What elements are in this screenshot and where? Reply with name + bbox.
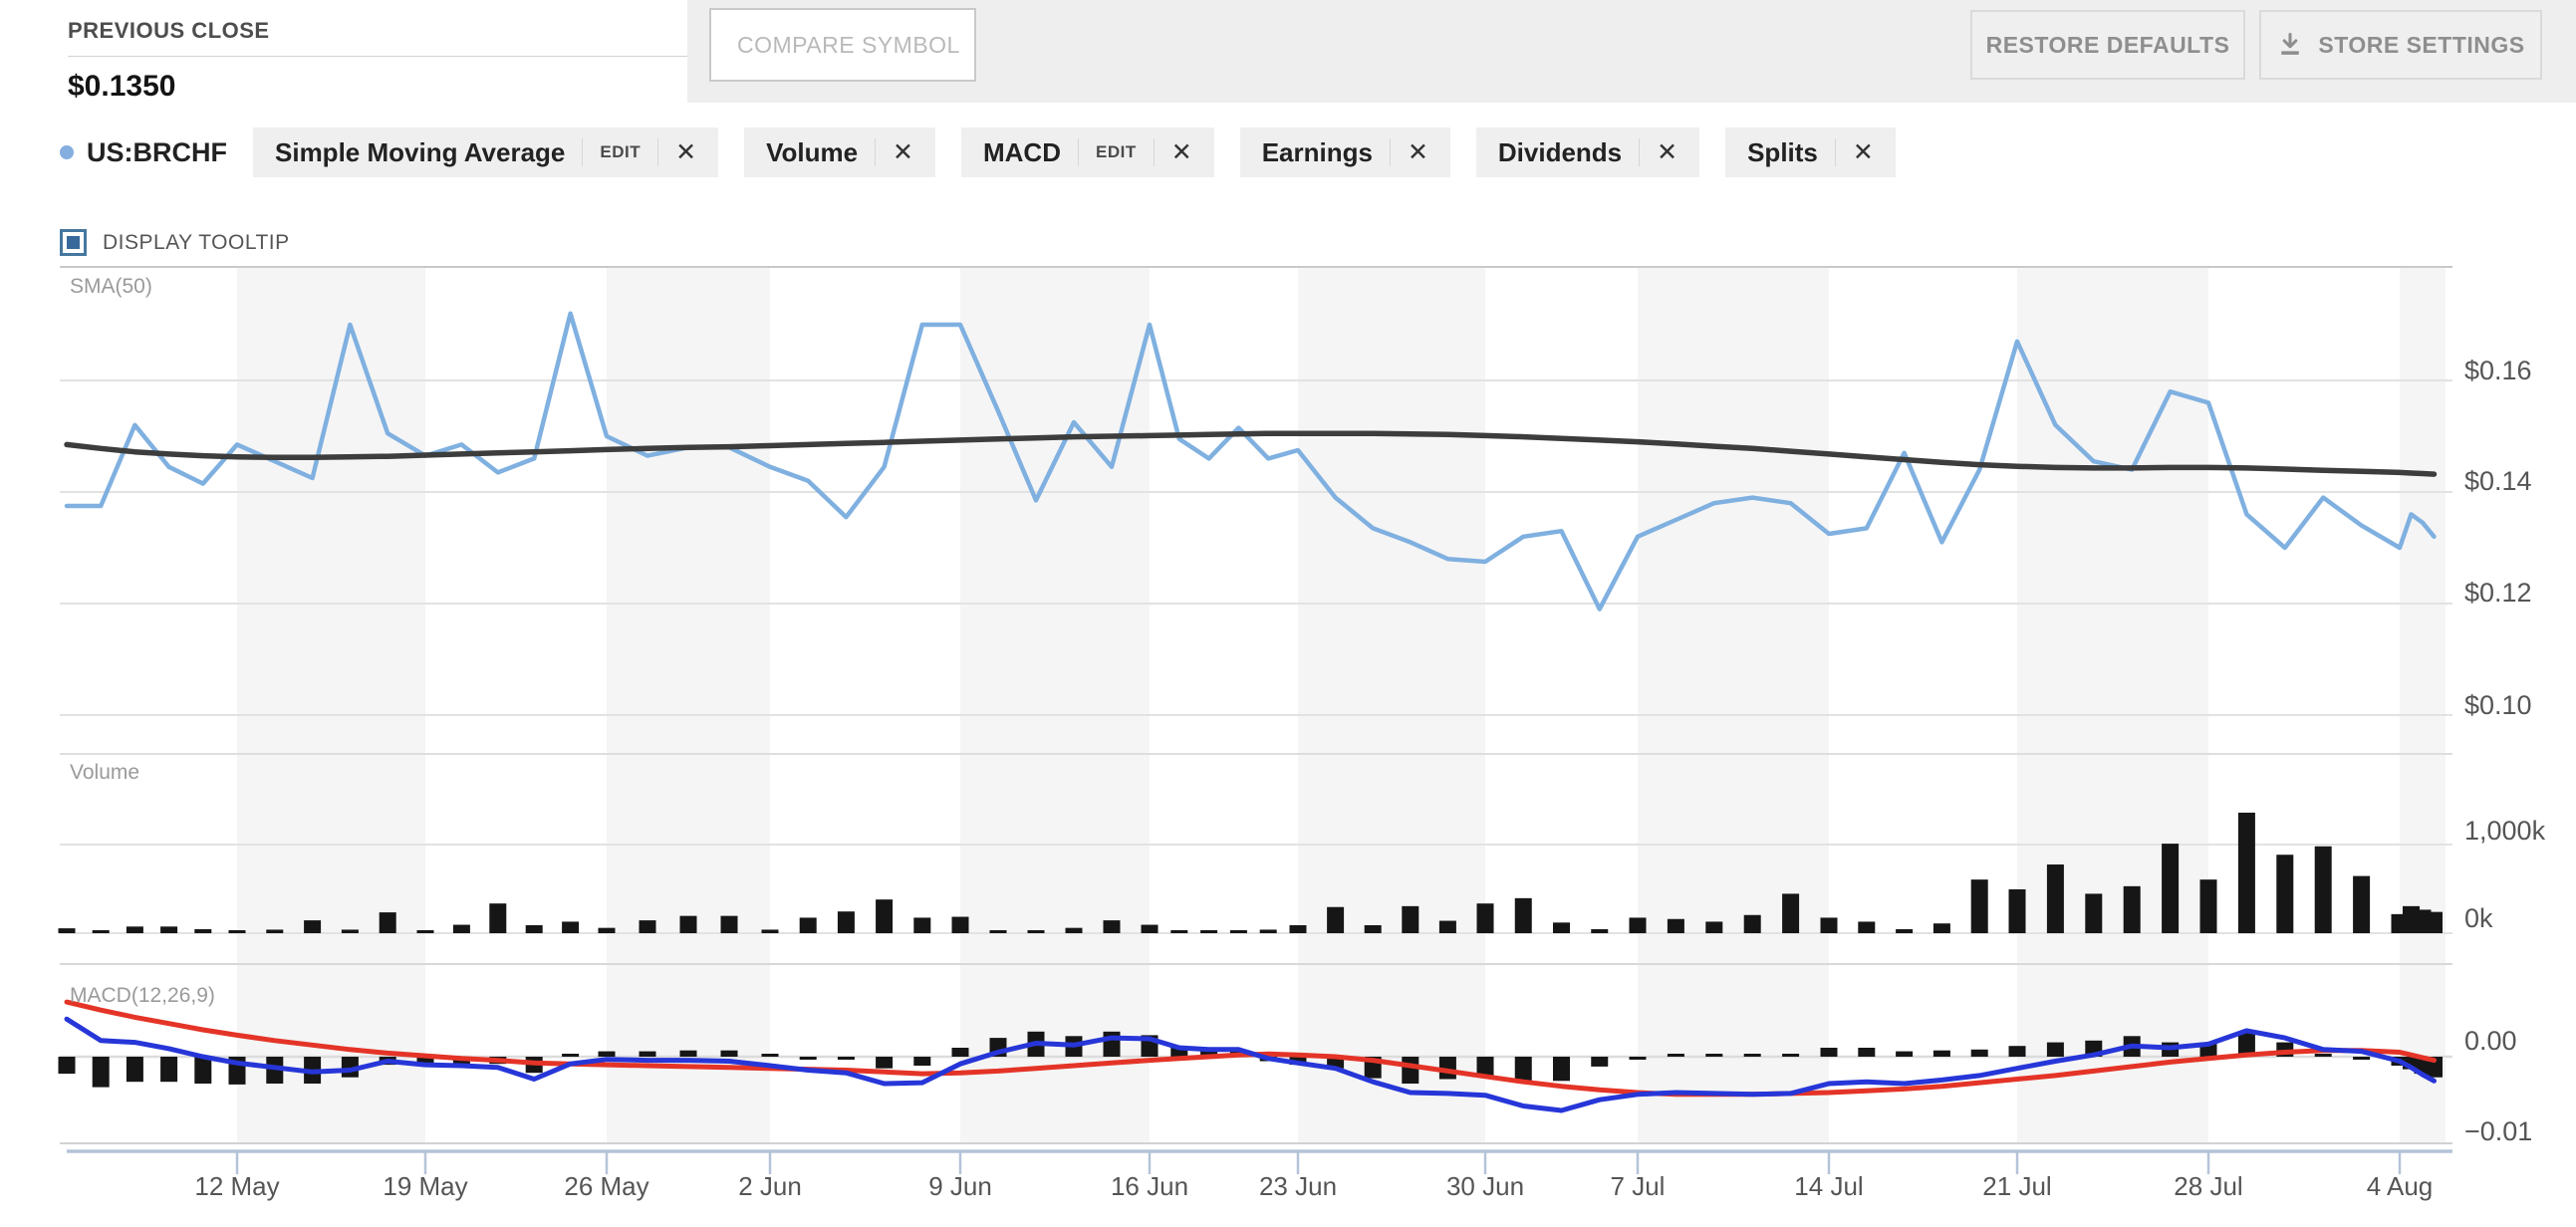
checkbox-checked-mark [67,236,80,249]
chip-edit-button[interactable]: EDIT [600,142,642,161]
chip-macd[interactable]: MACD EDIT ✕ [961,127,1214,177]
chip-divider [1834,138,1836,166]
chip-simple-moving-average[interactable]: Simple Moving Average EDIT ✕ [253,127,719,177]
price-axis-label: $0.10 [2464,690,2532,720]
display-tooltip-label: DISPLAY TOOLTIP [103,230,290,254]
chip-divider [1078,138,1079,166]
x-axis-label: 12 May [194,1171,280,1201]
chip-earnings[interactable]: Earnings ✕ [1239,127,1450,177]
restore-defaults-button[interactable]: RESTORE DEFAULTS [1970,10,2245,80]
download-icon [2276,31,2304,59]
previous-close-value: $0.1350 [68,70,176,103]
x-axis-label: 9 Jun [928,1171,992,1201]
price-axis-label: $0.12 [2464,578,2532,608]
volume-axis-label: 1,000k [2464,816,2546,846]
x-axis-label: 21 Jul [1982,1171,2052,1201]
close-icon[interactable]: ✕ [675,138,697,166]
previous-close-divider [68,56,687,57]
chip-divider [1389,138,1391,166]
chip-dividends[interactable]: Dividends ✕ [1475,127,1700,177]
legend-row: US:BRCHF Simple Moving Average EDIT ✕ Vo… [60,127,1896,177]
x-axis-label: 19 May [383,1171,468,1201]
chip-label: Simple Moving Average [275,136,566,167]
compare-symbol-input[interactable] [709,8,976,82]
volume-axis-label: 0k [2464,903,2493,933]
macd-axis-label: −0.01 [2464,1116,2533,1146]
chip-divider [1639,138,1641,166]
chip-edit-button[interactable]: EDIT [1096,142,1137,161]
chip-label: Splits [1747,136,1818,167]
price-axis-label: $0.14 [2464,466,2532,496]
volume-pane-label: Volume [70,761,140,784]
price-axis-label: $0.16 [2464,356,2532,385]
x-axis-label: 14 Jul [1794,1171,1864,1201]
restore-defaults-label: RESTORE DEFAULTS [1985,31,2230,58]
chip-label: MACD [983,136,1061,167]
close-icon[interactable]: ✕ [1852,138,1874,166]
close-icon[interactable]: ✕ [1407,138,1428,166]
close-icon[interactable]: ✕ [1170,138,1192,166]
store-settings-button[interactable]: STORE SETTINGS [2259,10,2542,80]
chip-label: Volume [766,136,859,167]
symbol-color-dot-icon [60,145,74,159]
x-axis-label: 26 May [564,1171,649,1201]
close-icon[interactable]: ✕ [893,138,913,166]
x-axis-label: 28 Jul [2174,1171,2243,1201]
x-axis-label: 30 Jun [1445,1171,1525,1201]
chip-divider [657,138,659,166]
chip-volume[interactable]: Volume ✕ [744,127,935,177]
chip-divider [582,138,584,166]
symbol-legend-item[interactable]: US:BRCHF [60,137,227,168]
x-axis-label: 16 Jun [1110,1171,1189,1201]
display-tooltip-row: DISPLAY TOOLTIP [60,229,290,256]
display-tooltip-checkbox[interactable] [60,229,87,256]
chip-label: Dividends [1497,136,1623,167]
chip-divider [1153,138,1155,166]
close-icon[interactable]: ✕ [1657,138,1678,166]
price-pane-label: SMA(50) [70,275,152,298]
symbol-label: US:BRCHF [87,136,227,167]
chip-divider [875,138,877,166]
x-axis-label: 4 Aug [2366,1171,2434,1201]
previous-close-label: PREVIOUS CLOSE [68,18,270,43]
macd-axis-label: 0.00 [2464,1026,2517,1056]
store-settings-label: STORE SETTINGS [2318,31,2525,58]
chip-label: Earnings [1261,136,1373,167]
chip-splits[interactable]: Splits ✕ [1725,127,1896,177]
x-axis-label: 23 Jun [1258,1171,1338,1201]
x-axis-label: 2 Jun [738,1171,802,1201]
macd-pane-label: MACD(12,26,9) [70,984,215,1007]
x-axis-label: 7 Jul [1610,1171,1666,1201]
